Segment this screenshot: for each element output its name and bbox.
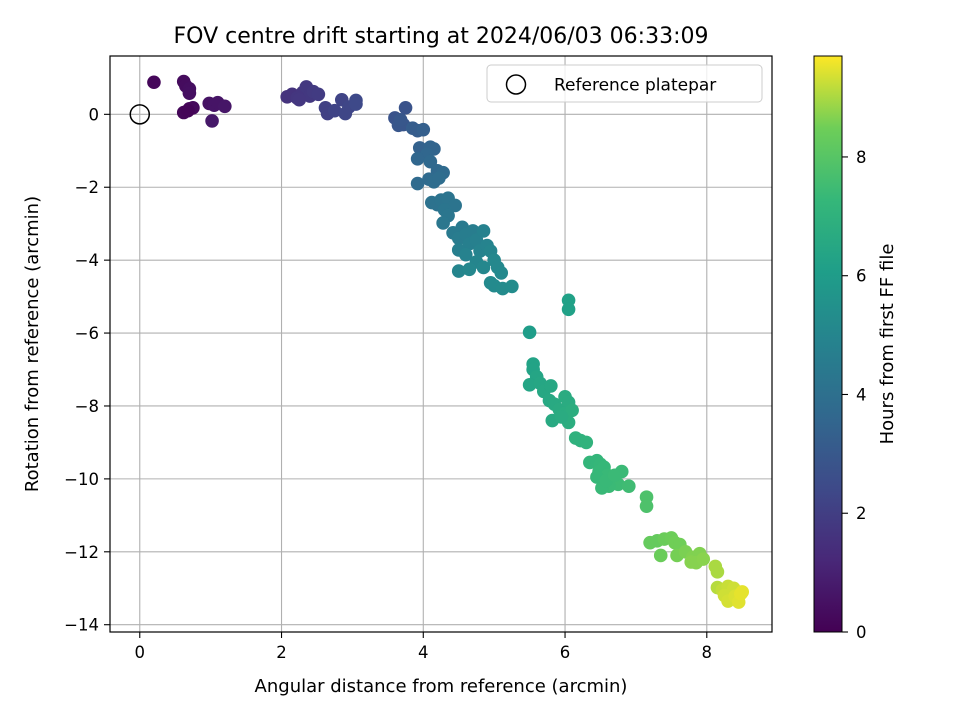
data-point-136 [696,552,711,566]
data-point-12 [218,99,232,114]
colorbar-tick-label-2: 4 [856,385,867,404]
y-tick-label-1: −2 [75,178,99,197]
data-point-30 [349,97,363,111]
data-point-44 [423,154,438,169]
plot-frame [109,55,773,633]
y-tick-label-2: −4 [75,251,99,270]
data-point-105 [579,435,594,450]
y-axis-ticks: 0 −2 −4 −6 −8 −10 −12 −14 [64,105,110,635]
y-tick-label-5: −10 [64,470,99,489]
data-point-21 [311,87,326,102]
y-tick-label-3: −6 [75,324,99,343]
data-point-22 [292,92,307,107]
legend-box [486,64,763,103]
data-point-4 [182,86,197,100]
data-point-78 [494,266,509,280]
chart-title: FOV centre drift starting at 2024/06/03 … [174,24,709,49]
x-axis-ticks: 0 2 4 6 8 [135,632,713,662]
data-point-74 [451,264,466,278]
y-tick-label-0: 0 [89,105,100,124]
data-point-101 [565,403,579,418]
y-tick-label-7: −14 [64,616,99,635]
y-tick-label-4: −8 [75,397,99,416]
data-point-82 [505,279,519,294]
legend-marker [505,74,527,95]
data-point-122 [639,499,654,514]
y-axis-label: Rotation from reference (arcmin) [22,196,43,492]
data-point-138 [710,565,725,579]
data-point-50 [410,176,425,191]
data-point-67 [476,224,491,238]
colorbar-ticks: 0 2 4 6 8 [842,148,867,642]
colorbar-tick-label-0: 0 [856,623,867,642]
data-point-75 [462,262,477,277]
data-point-89 [522,378,537,392]
legend: Reference platepar [486,64,763,103]
data-point-125 [653,548,668,563]
scatter-points [147,74,750,609]
colorbar-tick-label-1: 2 [856,504,867,523]
colorbar-label: Hours from first FF file [877,244,898,445]
data-point-0 [147,75,161,90]
colorbar-tick-label-4: 8 [856,148,867,167]
data-point-25 [327,103,342,118]
data-point-13 [205,114,219,128]
colorbar-gradient [813,55,843,633]
data-point-31 [398,100,413,115]
data-point-43 [410,152,425,166]
data-point-148 [735,585,750,599]
data-point-68 [459,247,473,262]
x-tick-label-3: 6 [560,643,571,662]
data-point-92 [544,379,558,393]
data-point-38 [416,122,431,137]
data-point-58 [436,216,450,230]
y-tick-label-6: −12 [64,543,99,562]
data-point-102 [554,410,569,424]
reference-marker [129,104,151,125]
colorbar-tick-label-3: 6 [856,267,867,286]
data-point-73 [476,260,491,275]
x-tick-label-1: 2 [276,643,287,662]
data-point-120 [607,468,622,483]
data-point-84 [561,302,576,317]
legend-entry-reference-platepar: Reference platepar [554,76,716,96]
x-tick-label-2: 4 [418,643,429,662]
data-point-85 [522,325,537,340]
data-point-117 [622,479,636,493]
data-point-8 [181,103,195,118]
data-point-35 [393,112,408,127]
data-point-55 [448,198,462,213]
x-axis-label: Angular distance from reference (arcmin) [255,676,628,697]
data-point-49 [432,171,446,185]
x-tick-label-0: 0 [135,643,146,662]
colorbar: 0 2 4 6 8 Hours from first FF file [813,55,898,642]
data-point-66 [469,233,484,247]
x-tick-label-4: 8 [702,643,713,662]
